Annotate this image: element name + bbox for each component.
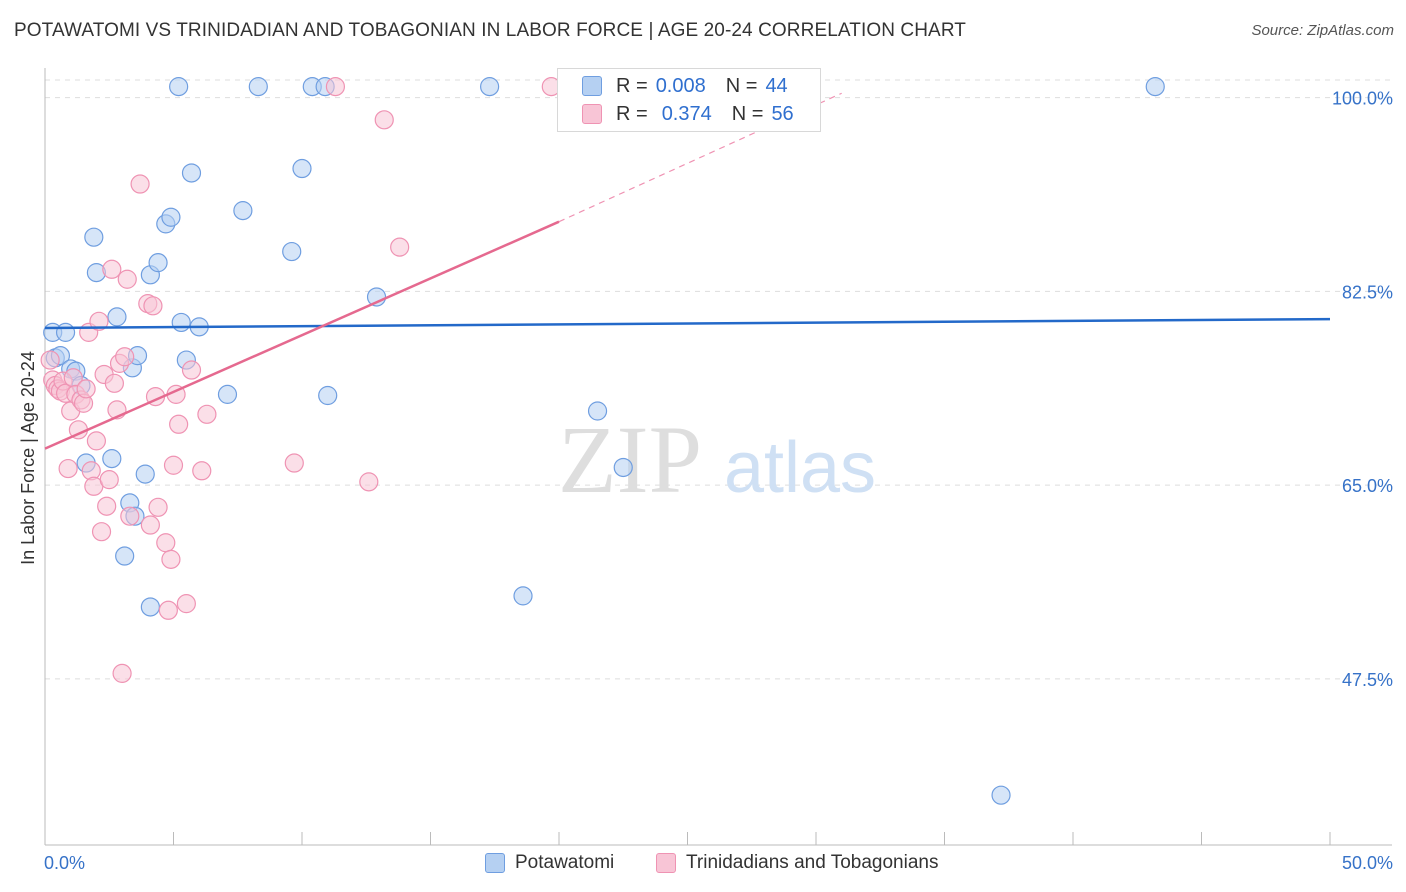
trinidadian-point [192, 461, 212, 481]
potawatomi-point [587, 401, 608, 421]
stats-r-label-pink: R = [616, 102, 648, 125]
trinidadian-point [390, 237, 410, 257]
trinidadian-point [120, 506, 140, 526]
potawatomi-point [513, 586, 533, 606]
potawatomi-point [107, 307, 127, 327]
chart-title: POTAWATOMI VS TRINIDADIAN AND TOBAGONIAN… [14, 20, 967, 41]
potawatomi-point [292, 158, 312, 179]
trinidadian-point [40, 350, 60, 370]
trinidadian-point [97, 496, 117, 516]
stats-n-value-pink: 56 [771, 102, 794, 125]
legend-label-potawatomi: Potawatomi [515, 852, 615, 873]
trinidadian-point [143, 296, 163, 316]
axis-layer [44, 68, 1392, 846]
legend-swatch-blue [485, 853, 505, 873]
correlation-stats-box: R = 0.008 N = 44 R = 0.374 N = 56 [557, 68, 821, 132]
points-layer [40, 77, 1165, 805]
trinidadian-point [91, 522, 112, 542]
grid-layer [45, 79, 1392, 680]
trinidadian-point [58, 458, 78, 479]
trinidadian-point [156, 533, 176, 553]
stats-row-trinidadian: R = 0.374 N = 56 [582, 100, 794, 128]
stats-n-value-blue: 44 [765, 74, 788, 97]
potawatomi-point [991, 785, 1011, 805]
potawatomi-point [613, 457, 633, 478]
potawatomi-point [480, 77, 500, 97]
trinidadian-point [89, 311, 109, 331]
x-tick-label-min: 0.0% [44, 853, 85, 873]
stats-r-value-pink: 0.374 [661, 102, 712, 125]
trinidadian-point [374, 110, 394, 130]
potawatomi-trend-line [44, 317, 1331, 330]
y-tick-label: 47.5% [1342, 670, 1393, 690]
trinidadian-point [284, 453, 304, 473]
stats-row-potawatomi: R = 0.008 N = 44 [582, 72, 788, 100]
potawatomi-point [171, 312, 191, 333]
potawatomi-point [115, 546, 135, 566]
trinidadian-point [115, 347, 135, 367]
trinidadian-point [158, 600, 178, 620]
watermark-zip: ZIP [558, 406, 702, 513]
potawatomi-point [102, 449, 122, 469]
trinidadian-point [181, 360, 202, 380]
stats-r-value-blue: 0.008 [655, 74, 706, 97]
watermark-atlas: atlas [724, 428, 876, 508]
legend-swatch-pink [656, 853, 676, 873]
potawatomi-point [135, 464, 155, 484]
trinidadian-point [102, 259, 122, 279]
trinidadian-point [99, 470, 119, 490]
trinidadian-trend-line [44, 220, 560, 450]
trinidadian-point [197, 404, 217, 424]
trinidadian-point [76, 379, 96, 399]
legend-item-trinidadian[interactable]: Trinidadians and Tobagonians [656, 852, 938, 874]
potawatomi-point [282, 241, 302, 262]
potawatomi-point [140, 597, 160, 617]
trinidadian-point [112, 663, 132, 683]
potawatomi-point [1145, 77, 1165, 97]
trinidadian-point [117, 269, 137, 289]
y-tick-label: 65.0% [1342, 476, 1393, 496]
stats-r-label-blue: R = [616, 74, 648, 97]
trinidadian-point [169, 414, 189, 434]
trinidadian-point [86, 431, 107, 451]
label-layer: 47.5% 65.0% 82.5% 100.0% 0.0% 50.0% In Labor F… [18, 89, 1393, 873]
trinidadian-point [140, 515, 160, 535]
potawatomi-point [161, 207, 181, 227]
legend-item-potawatomi[interactable]: Potawatomi [485, 852, 614, 874]
trinidadian-point [130, 174, 150, 194]
x-tick-label-max: 50.0% [1342, 853, 1393, 873]
potawatomi-point [181, 163, 202, 183]
legend-label-trinidadian: Trinidadians and Tobagonians [686, 852, 939, 873]
trinidadian-point [148, 497, 168, 517]
potawatomi-point [148, 253, 168, 273]
stats-n-label-pink: N = [731, 102, 764, 125]
stats-swatch-blue [582, 76, 602, 96]
stats-n-label-blue: N = [725, 74, 758, 97]
trinidadian-point [359, 472, 379, 492]
trinidadian-point [104, 373, 124, 393]
y-tick-label: 82.5% [1342, 282, 1393, 302]
stats-swatch-pink [582, 104, 602, 124]
y-tick-label: 100.0% [1332, 89, 1393, 109]
trend-layer [44, 92, 1331, 450]
trinidadian-point [176, 594, 196, 614]
potawatomi-point [217, 384, 238, 404]
potawatomi-point [248, 77, 268, 97]
trinidadian-point [325, 77, 346, 97]
potawatomi-point [55, 322, 76, 342]
potawatomi-point [233, 201, 253, 221]
trinidadian-point [163, 455, 184, 475]
potawatomi-point [84, 227, 104, 247]
trinidadian-point [161, 549, 181, 569]
y-axis-label: In Labor Force | Age 20-24 [18, 351, 38, 565]
potawatomi-point [169, 77, 189, 97]
source-credit: Source: ZipAtlas.com [1251, 22, 1394, 39]
potawatomi-point [318, 385, 338, 406]
